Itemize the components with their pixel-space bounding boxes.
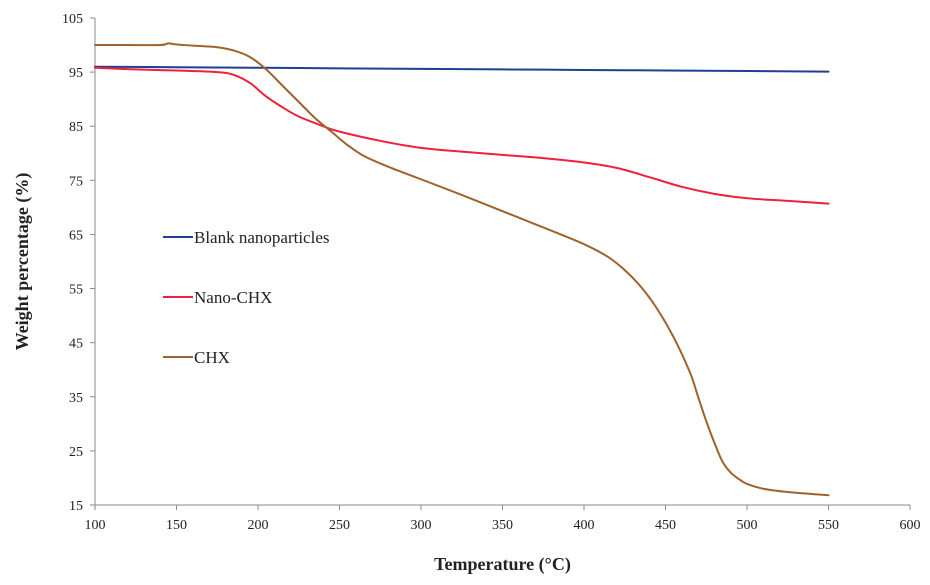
x-tick-label: 600 — [900, 518, 921, 533]
series-line-blank-nanoparticles — [94, 65, 830, 73]
legend: Blank nanoparticles Nano-CHX CHX — [163, 228, 330, 367]
y-tick-label: 105 — [62, 12, 83, 27]
y-tick-label: 25 — [69, 445, 83, 460]
x-axis-title: Temperature (°C) — [434, 554, 571, 575]
x-tick-label: 400 — [574, 518, 595, 533]
x-tick-label: 250 — [329, 518, 350, 533]
series-line-chx — [94, 42, 830, 497]
x-tick-label: 150 — [166, 518, 187, 533]
series-lines — [94, 42, 830, 497]
y-axis-title: Weight percentage (%) — [12, 173, 33, 351]
x-axis-ticks: 100 150 200 250 300 350 400 450 500 550 600 — [85, 505, 921, 533]
y-tick-label: 75 — [69, 174, 83, 189]
y-axis-ticks: 105 95 85 75 65 55 45 35 25 15 — [62, 12, 95, 514]
x-tick-label: 200 — [248, 518, 269, 533]
legend-label: Blank nanoparticles — [194, 228, 330, 247]
y-tick-label: 15 — [69, 499, 83, 514]
x-tick-label: 500 — [737, 518, 758, 533]
y-tick-label: 95 — [69, 66, 83, 81]
y-tick-label: 65 — [69, 228, 83, 243]
x-tick-label: 350 — [492, 518, 513, 533]
series-line-nano-chx — [94, 66, 830, 205]
x-tick-label: 300 — [411, 518, 432, 533]
y-tick-label: 35 — [69, 391, 83, 406]
x-tick-label: 450 — [655, 518, 676, 533]
x-tick-label: 100 — [85, 518, 106, 533]
y-tick-label: 55 — [69, 283, 83, 298]
legend-label: Nano-CHX — [194, 288, 272, 307]
y-tick-label: 45 — [69, 337, 83, 352]
y-tick-label: 85 — [69, 120, 83, 135]
legend-label: CHX — [194, 348, 230, 367]
x-tick-label: 550 — [818, 518, 839, 533]
axes — [94, 18, 910, 506]
